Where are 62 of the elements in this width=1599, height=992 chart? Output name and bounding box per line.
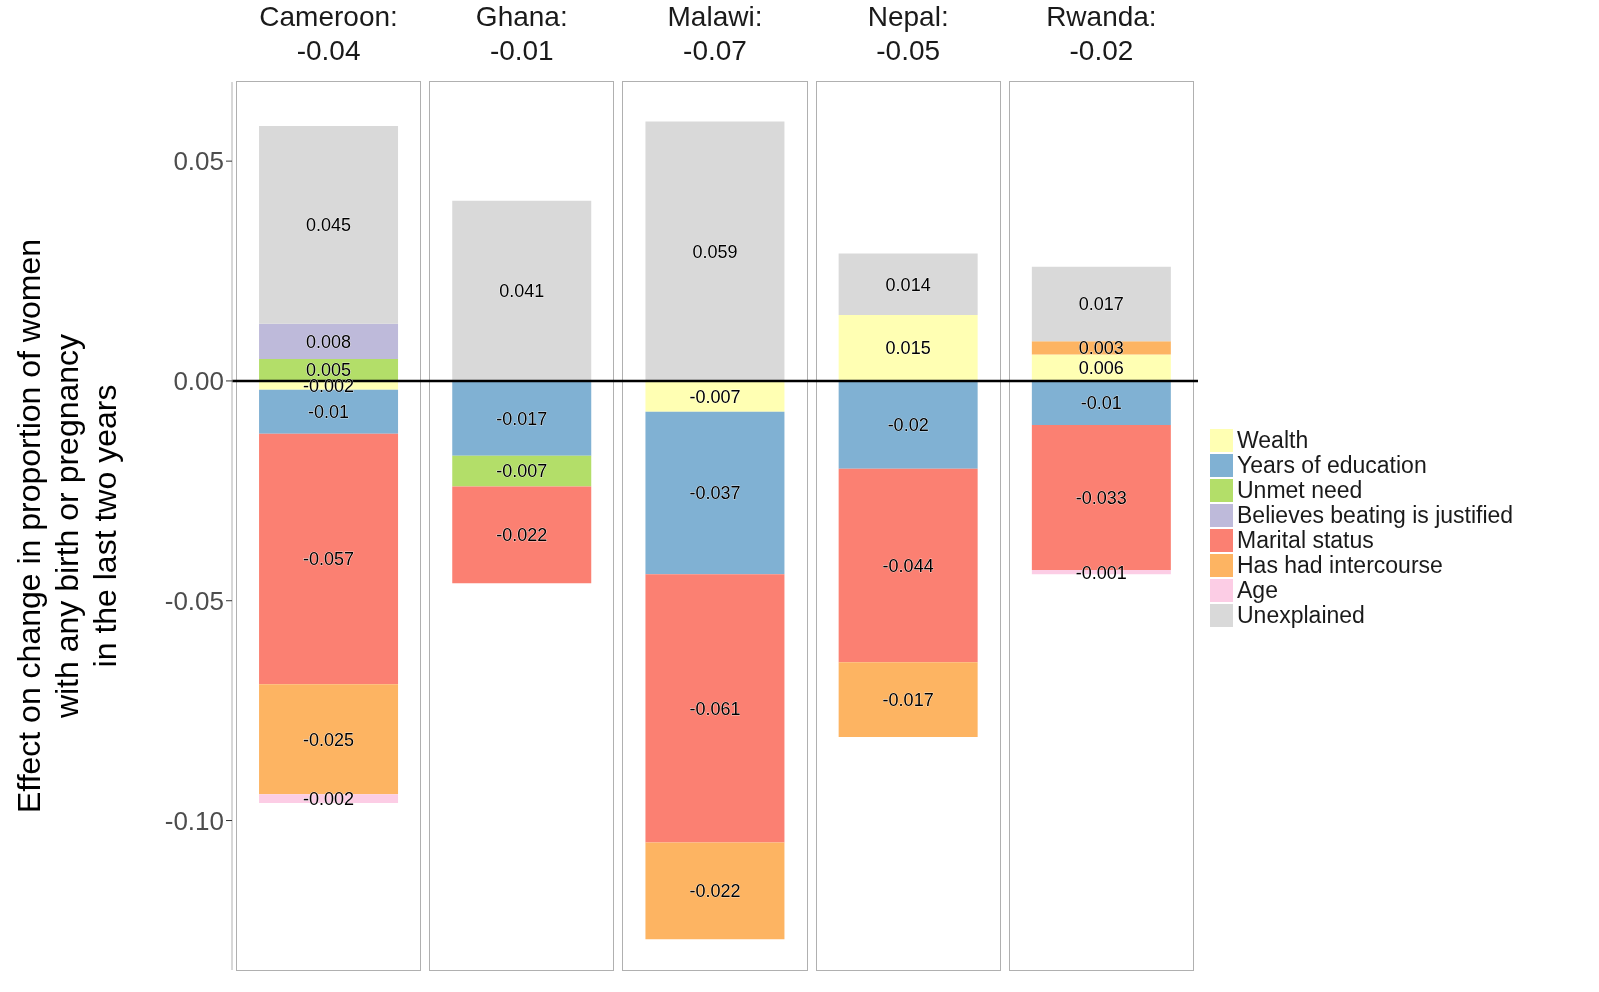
x-tick-label: Cameroon: -0.04 (259, 1, 398, 66)
data-label: 0.008 (306, 331, 352, 352)
bar (838, 662, 978, 738)
legend-label: Years of education (1237, 452, 1427, 479)
data-label: -0.01 (1080, 393, 1122, 414)
bar (645, 842, 785, 940)
data-label: -0.022 (496, 525, 548, 546)
bar (452, 380, 592, 456)
data-label: -0.001 (1075, 562, 1127, 583)
data-label: -0.007 (496, 461, 548, 482)
data-label: -0.025 (303, 729, 355, 750)
legend-label: Age (1237, 577, 1278, 604)
data-label: 0.003 (1078, 338, 1124, 359)
data-label: 0.059 (692, 241, 738, 262)
y-tick-label: 0.05 (173, 146, 224, 177)
x-tick-label: Ghana: -0.01 (475, 1, 568, 66)
x-tick-label: Rwanda: -0.02 (1046, 1, 1157, 66)
bar (645, 574, 785, 843)
bar (452, 200, 592, 381)
data-label: -0.037 (689, 483, 741, 504)
bar (259, 125, 399, 324)
data-label: -0.017 (882, 690, 934, 711)
legend-label: Wealth (1237, 427, 1309, 454)
y-axis-title: Effect on change in proportion of women with any birth or pregnancy in the last two years (10, 238, 124, 815)
y-tick-label: 0.00 (173, 366, 224, 397)
data-label: -0.033 (1075, 487, 1127, 508)
bar (1031, 380, 1171, 425)
data-label: -0.002 (303, 788, 355, 809)
data-label: -0.044 (882, 555, 934, 576)
legend-label: Unmet need (1237, 477, 1363, 504)
legend-label: Unexplained (1237, 602, 1365, 629)
data-label: 0.015 (885, 338, 931, 359)
data-label: 0.017 (1078, 294, 1124, 315)
data-label: -0.017 (496, 408, 548, 429)
data-label: 0.045 (306, 215, 352, 236)
bar (259, 433, 399, 685)
data-label: -0.02 (887, 415, 929, 436)
x-tick-label: Malawi: -0.07 (667, 1, 763, 66)
bar (838, 314, 978, 381)
data-label: -0.022 (689, 881, 741, 902)
y-tick-label: -0.05 (164, 585, 224, 616)
bar (838, 380, 978, 469)
data-label: -0.01 (308, 402, 350, 423)
bar (259, 323, 399, 359)
data-label: -0.061 (689, 698, 741, 719)
data-label: -0.002 (303, 375, 355, 396)
data-label: -0.007 (689, 386, 741, 407)
bar (1031, 266, 1171, 342)
data-label: 0.041 (499, 281, 545, 302)
legend-label: Believes beating is justified (1237, 502, 1514, 529)
legend-label: Has had intercourse (1237, 552, 1443, 579)
data-label: 0.006 (1078, 358, 1124, 379)
bar (645, 121, 785, 381)
y-tick-label: -0.10 (164, 805, 224, 836)
data-label: -0.057 (303, 549, 355, 570)
bar (452, 486, 592, 584)
bar (838, 468, 978, 663)
data-label: 0.014 (885, 274, 931, 295)
x-tick-label: Nepal: -0.05 (867, 1, 949, 66)
bar (645, 411, 785, 575)
bar (838, 253, 978, 315)
legend-label: Marital status (1237, 527, 1374, 554)
